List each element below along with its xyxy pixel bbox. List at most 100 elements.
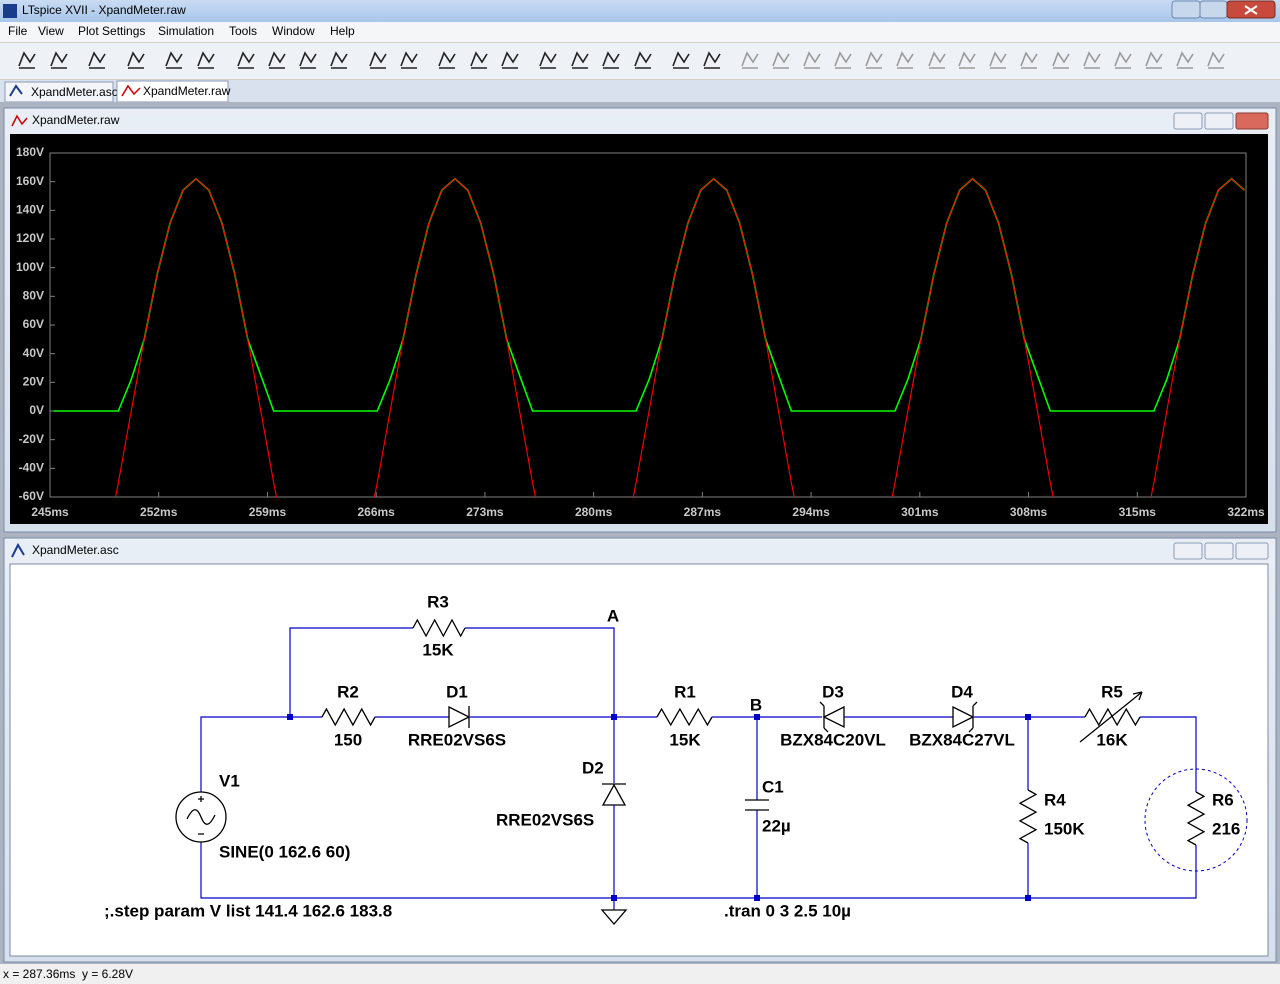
toolbar-icon [1114, 51, 1132, 69]
ref-designator: D2 [582, 758, 604, 777]
component-value: 150 [334, 730, 362, 749]
menu-item[interactable]: Simulation [158, 24, 214, 38]
trace [53, 177, 1245, 412]
toolbar-icon [539, 51, 557, 69]
junction [754, 895, 760, 901]
component-value: 16K [1096, 730, 1128, 749]
menu-item[interactable]: File [8, 24, 28, 38]
ref-designator: D4 [951, 682, 973, 701]
toolbar-icon [1052, 51, 1070, 69]
toolbar-icon [369, 51, 387, 69]
net-label: B [750, 695, 762, 714]
toolbar-icon [571, 51, 589, 69]
menu-item[interactable]: Plot Settings [78, 24, 145, 38]
toolbar-icon [803, 51, 821, 69]
resistor [656, 707, 713, 727]
x-tick-label: 245ms [31, 505, 69, 519]
component-value: 22µ [762, 816, 791, 835]
trace [114, 178, 1245, 497]
close-button[interactable] [1235, 542, 1269, 560]
ground [600, 909, 628, 925]
x-tick-label: 287ms [684, 505, 722, 519]
y-tick-label: -60V [19, 489, 44, 503]
toolbar-icon [1207, 51, 1225, 69]
toolbar-icon [703, 51, 721, 69]
x-tick-label: 322ms [1227, 505, 1265, 519]
window-icon [11, 114, 28, 127]
app-icon [3, 4, 17, 18]
spice-directive: .tran 0 3 2.5 10µ [724, 901, 851, 920]
y-tick-label: 60V [23, 317, 44, 331]
ref-designator: D3 [822, 682, 844, 701]
ref-designator: R3 [427, 592, 449, 611]
toolbar-icon [896, 51, 914, 69]
maximize-button[interactable] [1199, 0, 1228, 19]
close-glyph [1244, 5, 1258, 15]
toolbar-icon [501, 51, 519, 69]
y-tick-label: 40V [23, 346, 44, 360]
component-value: RRE02VS6S [408, 730, 506, 749]
maximize-button[interactable] [1204, 542, 1234, 560]
title-bar [0, 0, 1280, 22]
status-bar [0, 964, 1280, 984]
wire [465, 627, 615, 717]
y-tick-label: 80V [23, 289, 44, 303]
toolbar-icon [1083, 51, 1101, 69]
component-value: 15K [669, 730, 701, 749]
variable-arrow [1079, 691, 1143, 743]
highlight-circle [1144, 768, 1248, 872]
x-tick-label: 266ms [357, 505, 395, 519]
toolbar-icon [400, 51, 418, 69]
component-value: 150K [1044, 819, 1085, 838]
y-tick-label: 160V [16, 174, 44, 188]
minimize-button[interactable] [1173, 112, 1203, 130]
ref-designator: V1 [219, 771, 240, 790]
toolbar-icon [772, 51, 790, 69]
toolbar-icon [989, 51, 1007, 69]
close-button[interactable] [1235, 112, 1269, 130]
y-tick-label: 180V [16, 145, 44, 159]
menu-item[interactable]: Tools [229, 24, 257, 38]
voltage-source [175, 791, 227, 843]
toolbar-icon [18, 51, 36, 69]
component-value: RRE02VS6S [496, 810, 594, 829]
resistor [1084, 707, 1141, 727]
minimize-button[interactable] [1171, 0, 1201, 19]
toolbar-icon [1176, 51, 1194, 69]
junction [1025, 714, 1031, 720]
component-value: 216 [1212, 819, 1240, 838]
window-icon [11, 542, 25, 558]
toolbar-icon [237, 51, 255, 69]
toolbar-icon [438, 51, 456, 69]
status-x: x = 287.36ms [3, 967, 75, 981]
legend-entry: V(a) [337, 135, 360, 149]
toolbar-icon [865, 51, 883, 69]
menu-item[interactable]: Window [272, 24, 315, 38]
tab-label: XpandMeter.raw [143, 84, 231, 98]
maximize-button[interactable] [1204, 112, 1234, 130]
tab-strip [0, 80, 1280, 102]
y-tick-label: 100V [16, 260, 44, 274]
menu-item[interactable]: Help [330, 24, 355, 38]
x-tick-label: 259ms [249, 505, 287, 519]
toolbar [0, 43, 1280, 79]
y-tick-label: 140V [16, 203, 44, 217]
ref-designator: R6 [1212, 790, 1234, 809]
schematic-canvas [9, 563, 1269, 957]
minimize-button[interactable] [1173, 542, 1203, 560]
toolbar-icon [88, 51, 106, 69]
resistor [1186, 791, 1206, 846]
status-y: y = 6.28V [82, 967, 133, 981]
source-glyph [186, 796, 216, 835]
menu-item[interactable]: View [38, 24, 64, 38]
component-value: BZX84C20VL [780, 730, 886, 749]
junction [611, 895, 617, 901]
component-value: 15K [422, 640, 454, 659]
ref-designator: C1 [762, 777, 784, 796]
ref-designator: R5 [1101, 682, 1123, 701]
x-tick-label: 280ms [575, 505, 613, 519]
ref-designator: D1 [446, 682, 468, 701]
component-value: BZX84C27VL [909, 730, 1015, 749]
tab-icon [121, 84, 141, 97]
component-value: SINE(0 162.6 60) [219, 842, 350, 861]
